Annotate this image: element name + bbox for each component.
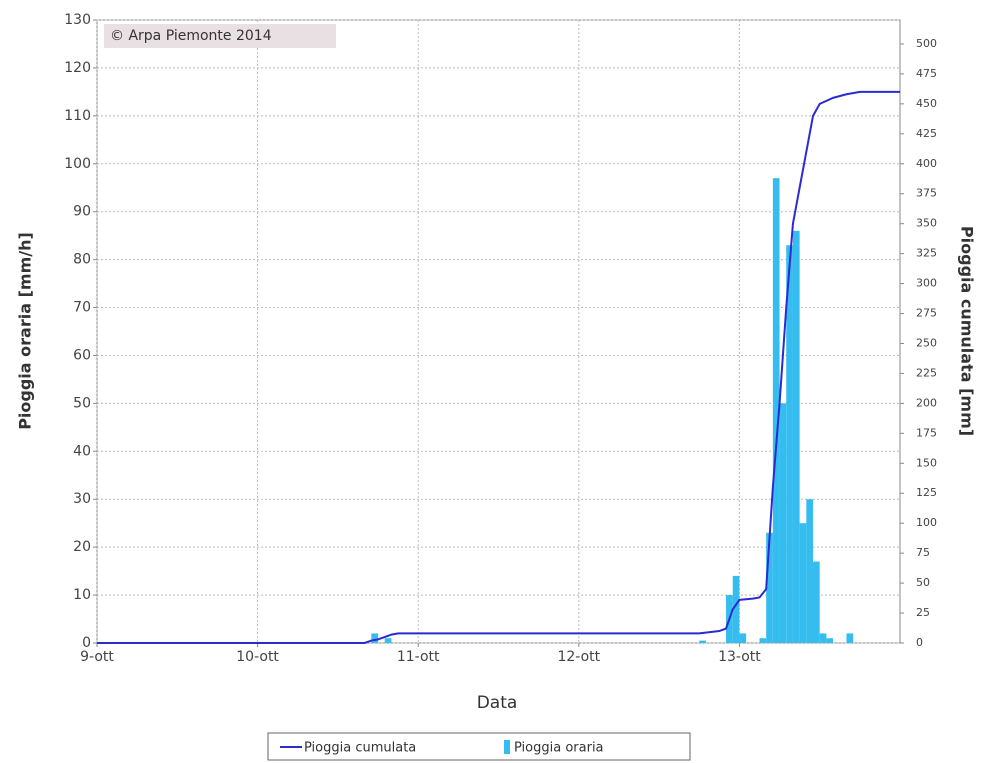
- y-tick-label: 110: [64, 108, 91, 124]
- y-tick-label: 50: [73, 395, 91, 411]
- bar: [792, 230, 800, 643]
- y2-tick-label: 375: [916, 187, 937, 200]
- y-tick-label: 0: [82, 635, 91, 651]
- legend: [267, 732, 691, 761]
- y2-tick-label: 175: [916, 426, 937, 439]
- y2-tick-label: 425: [916, 127, 937, 140]
- bar: [766, 532, 773, 643]
- bar: [739, 633, 747, 643]
- y2-tick-label: 250: [916, 336, 937, 349]
- bar: [384, 638, 392, 643]
- y-tick-label: 70: [73, 300, 91, 316]
- y2-tick-label: 325: [916, 247, 937, 260]
- bar: [371, 633, 379, 643]
- y-tick-label: 80: [73, 252, 91, 268]
- y-tick-label: 60: [73, 347, 91, 363]
- y-tick-label: 100: [64, 156, 91, 172]
- y-tick-label: 10: [73, 587, 91, 603]
- y2-tick-label: 475: [916, 67, 937, 80]
- bar: [772, 178, 780, 643]
- y2-tick-label: 450: [916, 97, 937, 110]
- legend-label: Pioggia oraria: [514, 741, 604, 756]
- y2-axis-label: Pioggia cumulata [mm]: [958, 226, 977, 436]
- y2-tick-label: 125: [916, 486, 937, 499]
- x-tick-label: 9-ott: [80, 649, 114, 665]
- x-axis-label: Data: [477, 693, 518, 713]
- y-tick-label: 30: [73, 491, 91, 507]
- legend-items: Pioggia cumulata Pioggia oraria: [280, 740, 604, 756]
- y2-tick-label: 150: [916, 456, 937, 469]
- x-tick-label: 13-ott: [718, 649, 761, 665]
- marks: [97, 90, 900, 644]
- bar: [732, 575, 740, 643]
- annotation: © Arpa Piemonte 2014: [110, 28, 272, 44]
- y-tick-label: 130: [64, 12, 91, 28]
- bar: [806, 499, 814, 643]
- y2-tick-label: 75: [916, 546, 930, 559]
- bar: [786, 245, 793, 643]
- bar: [813, 561, 820, 643]
- bar: [759, 638, 767, 643]
- annotation-bg: [104, 24, 336, 48]
- y-tick-label: 90: [73, 204, 91, 220]
- y2-tick-label: 400: [916, 157, 937, 170]
- y2-tick-label: 25: [916, 606, 930, 619]
- y-tick-label: 40: [73, 443, 91, 459]
- bar: [799, 523, 807, 643]
- line: [97, 90, 900, 644]
- y2-tick-label: 500: [916, 37, 937, 50]
- x-tick-label: 11-ott: [397, 649, 440, 665]
- y2-tick-label: 350: [916, 217, 937, 230]
- legend-swatch: [504, 740, 510, 754]
- y2-tick-label: 100: [916, 516, 937, 529]
- y-axis-label: Pioggia oraria [mm/h]: [16, 232, 35, 430]
- y2-tick-label: 275: [916, 307, 937, 320]
- y2-tick-label: 200: [916, 396, 937, 409]
- bar: [779, 403, 787, 643]
- bar: [819, 633, 827, 643]
- x-tick-label: 10-ott: [236, 649, 279, 665]
- y2-tick-label: 225: [916, 366, 937, 379]
- legend-label: Pioggia cumulata: [304, 741, 416, 756]
- y-tick-label: 20: [73, 539, 91, 555]
- bar: [826, 638, 834, 643]
- y2-tick-label: 50: [916, 576, 930, 589]
- y-tick-label: 120: [64, 60, 91, 76]
- y2-tick-label: 300: [916, 277, 937, 290]
- bar: [846, 633, 854, 643]
- y2-tick-label: 0: [916, 636, 923, 649]
- bar: [699, 640, 706, 643]
- x-tick-label: 12-ott: [557, 649, 600, 665]
